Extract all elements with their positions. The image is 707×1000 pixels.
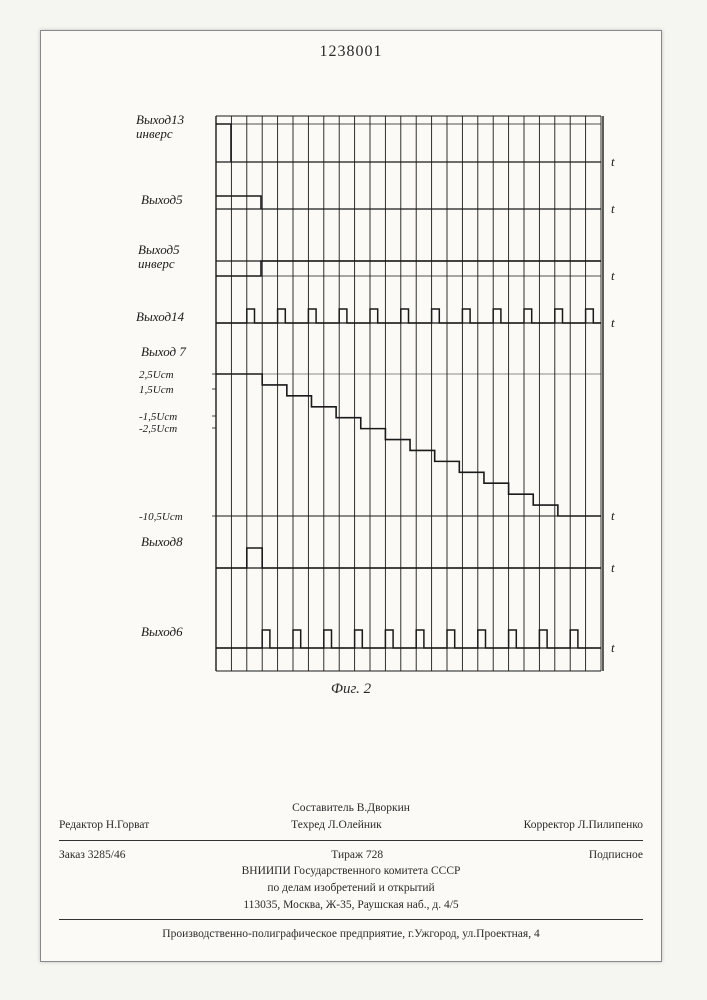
footer-order: Заказ 3285/46 (59, 847, 126, 864)
patent-number: 1238001 (41, 43, 661, 61)
svg-text:Выход8: Выход8 (141, 534, 183, 549)
svg-text:инверс: инверс (136, 126, 173, 141)
svg-text:t: t (611, 508, 615, 523)
svg-text:инверс: инверс (138, 256, 175, 271)
footer-org-1: ВНИИПИ Государственного комитета СССР (59, 863, 643, 880)
footer-editor: Редактор Н.Горват (59, 817, 149, 834)
svg-text:Выход5: Выход5 (138, 242, 180, 257)
svg-text:t: t (611, 640, 615, 655)
svg-text:-2,5Uст: -2,5Uст (139, 423, 177, 435)
footer-bottom: Производственно-полиграфическое предприя… (59, 926, 643, 943)
figure-caption: Фиг. 2 (41, 681, 661, 698)
svg-text:Выход6: Выход6 (141, 624, 183, 639)
footer-org-3: 113035, Москва, Ж-35, Раушская наб., д. … (59, 897, 643, 914)
svg-text:Выход 7: Выход 7 (141, 344, 186, 359)
footer-tech: Техред Л.Олейник (149, 817, 523, 834)
svg-text:Выход5: Выход5 (141, 192, 183, 207)
footer-composer: Составитель В.Дворкин (209, 800, 493, 817)
svg-text:2,5Uст: 2,5Uст (139, 369, 174, 381)
svg-text:-1,5Uст: -1,5Uст (139, 411, 177, 423)
page: 1238001 Выход13инверсtВыход5tВыход5инвер… (40, 30, 662, 962)
svg-text:t: t (611, 315, 615, 330)
footer-org-2: по делам изобретений и открытий (59, 880, 643, 897)
svg-text:1,5Uст: 1,5Uст (139, 384, 174, 396)
svg-text:t: t (611, 560, 615, 575)
svg-text:-10,5Uст: -10,5Uст (139, 511, 183, 523)
footer-divider-1 (59, 840, 643, 841)
svg-text:Выход13: Выход13 (136, 112, 185, 127)
footer-block: Составитель В.Дворкин Редактор Н.Горват … (41, 790, 661, 961)
svg-text:t: t (611, 154, 615, 169)
footer-corrector: Корректор Л.Пилипенко (524, 817, 643, 834)
footer-divider-2 (59, 919, 643, 920)
svg-text:t: t (611, 268, 615, 283)
svg-text:t: t (611, 201, 615, 216)
footer-subscr: Подписное (589, 847, 643, 864)
diagram-svg: Выход13инверсtВыход5tВыход5инверсtВыход1… (41, 96, 661, 676)
footer-tirazh: Тираж 728 (126, 847, 589, 864)
svg-text:Выход14: Выход14 (136, 309, 185, 324)
timing-diagram: Выход13инверсtВыход5tВыход5инверсtВыход1… (41, 96, 661, 676)
